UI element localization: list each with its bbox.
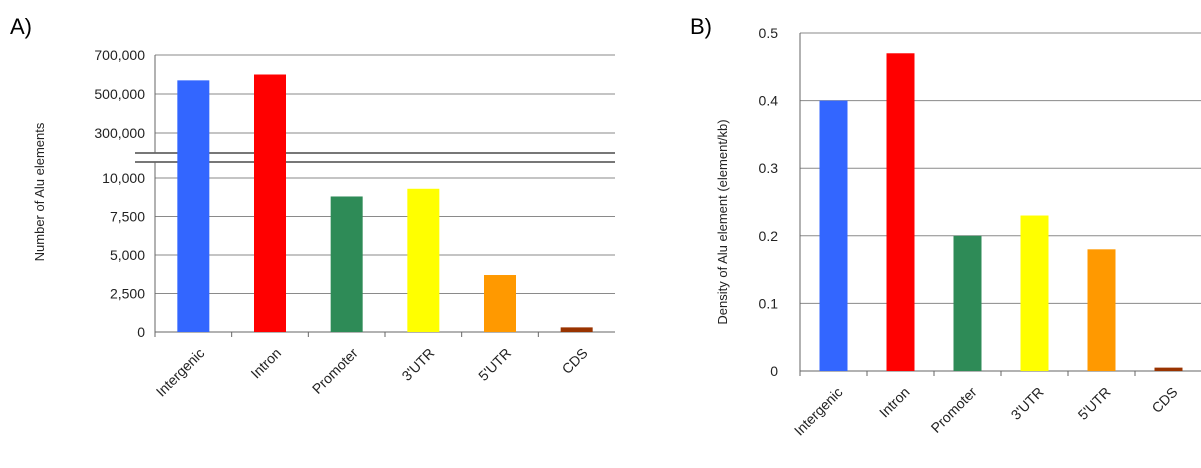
panel-a-y-tick-label: 500,000 [94,86,145,102]
panel-b-y-ticks: 0 0.1 0.2 0.3 0.4 0.5 [759,25,779,379]
panel-b: B) Density of Alu element (element/kb) 0… [690,14,1201,439]
panel-a-x-tick-label: CDS [559,345,591,377]
panel-a: A) Number of Alu elements 300,000 500,000… [10,14,615,400]
panel-b-gridlines [799,32,1201,372]
panel-a-x-ticks: Intergenic Intron Promoter 3'UTR 5'UTR CDS [153,332,591,400]
panel-a-x-tick-label: 3'UTR [398,345,437,384]
panel-b-x-tick-label: Intergenic [791,384,846,439]
panel-a-bar [254,74,286,332]
panel-a-label: A) [10,14,32,39]
panel-b-y-tick-label: 0.5 [759,25,779,41]
panel-b-x-tick-label: 3'UTR [1008,384,1047,423]
panel-b-bar [1087,249,1116,371]
panel-b-y-tick-label: 0.1 [759,295,779,311]
panel-a-x-tick-label: Promoter [309,345,361,397]
panel-b-x-tick-label: 5'UTR [1075,384,1114,423]
panel-a-x-tick-label: Intron [247,345,284,382]
panel-b-bars [819,53,1183,371]
panel-a-gridlines [135,54,615,333]
panel-b-bar [819,100,848,371]
panel-a-bar [330,196,363,332]
panel-a-x-tick-label: Intergenic [153,345,208,400]
panel-b-y-tick-label: 0.2 [759,228,779,244]
panel-a-y-tick-label: 2,500 [110,286,145,302]
panel-b-bar [886,53,915,371]
panel-a-bar [407,188,440,332]
panel-b-y-tick-label: 0.3 [759,160,779,176]
panel-a-y-tick-label: 7,500 [110,209,145,225]
panel-a-bar [484,275,516,332]
panel-b-bar [1154,367,1183,371]
panel-a-x-tick-label: 5'UTR [475,345,514,384]
panel-b-y-axis-title: Density of Alu element (element/kb) [715,119,730,324]
panel-b-bar [953,235,982,371]
panel-a-y-ticks: 300,000 500,000 700,000 0 2,500 5,000 7,500 10,… [94,47,145,340]
panel-b-y-tick-label: 0 [770,363,778,379]
panel-a-bar [560,327,593,332]
panel-b-x-tick-label: CDS [1148,384,1180,416]
panel-a-bars [177,74,593,332]
panel-b-label: B) [690,14,712,39]
panel-a-y-tick-label: 0 [137,324,145,340]
panel-a-y-tick-label: 300,000 [94,125,145,141]
panel-a-bar [177,80,210,332]
panel-b-x-tick-label: Promoter [928,384,980,436]
panel-b-y-tick-label: 0.4 [759,93,779,109]
panel-a-y-tick-label: 700,000 [94,47,145,63]
panel-a-y-tick-label: 5,000 [110,247,145,263]
panel-a-y-tick-label: 10,000 [102,170,145,186]
panel-b-x-ticks: Intergenic Intron Promoter 3'UTR 5'UTR CDS [791,371,1181,439]
panel-b-x-tick-label: Intron [876,384,913,421]
panel-b-bar [1020,215,1049,371]
panel-a-y-axis-title: Number of Alu elements [32,122,47,261]
